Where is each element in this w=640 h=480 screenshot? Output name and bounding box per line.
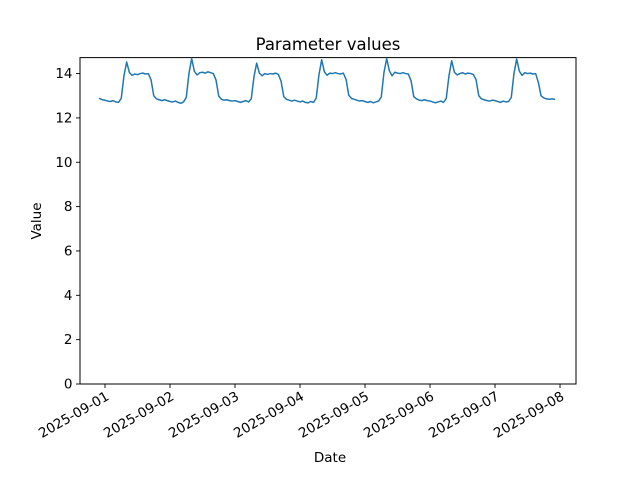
chart-title: Parameter values: [256, 35, 401, 54]
y-tick-label: 2: [64, 332, 73, 348]
plot-frame: [79, 57, 577, 385]
data-series-line: [98, 57, 556, 105]
x-tick-label: 2025-09-04: [231, 389, 307, 442]
y-tick-label: 6: [64, 243, 73, 259]
plot-content: 024681012142025-09-012025-09-022025-09-0…: [36, 57, 577, 442]
x-axis-label: Date: [314, 450, 346, 466]
x-tick-label: 2025-09-07: [426, 389, 502, 442]
x-tick-label: 2025-09-05: [296, 389, 372, 442]
y-axis-label: Value: [29, 202, 45, 239]
y-tick-label: 8: [64, 199, 73, 215]
x-tick-label: 2025-09-02: [101, 389, 177, 442]
x-tick-label: 2025-09-01: [36, 389, 112, 442]
x-tick-label: 2025-09-08: [491, 389, 567, 442]
x-tick-label: 2025-09-06: [361, 389, 437, 442]
y-tick-label: 10: [55, 155, 72, 171]
y-tick-label: 14: [55, 66, 72, 82]
y-tick-label: 12: [55, 110, 72, 126]
y-tick-label: 4: [64, 288, 73, 304]
y-tick-label: 0: [64, 377, 73, 393]
x-tick-label: 2025-09-03: [166, 389, 242, 442]
